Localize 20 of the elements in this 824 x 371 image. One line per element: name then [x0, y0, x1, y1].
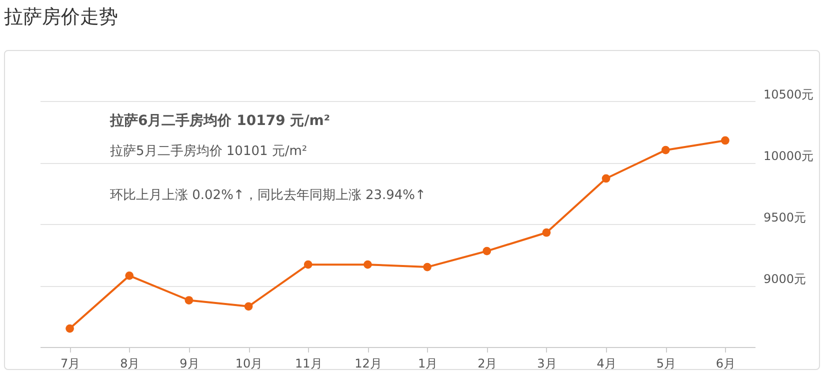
- x-tick-label: 8月: [120, 356, 140, 370]
- x-tick-label: 1月: [418, 356, 438, 370]
- x-tick-label: 9月: [180, 356, 200, 370]
- y-tick-label: 9500元: [764, 210, 806, 224]
- x-tick-label: 10月: [235, 356, 263, 370]
- x-tick-label: 6月: [716, 356, 736, 370]
- y-tick-label: 10000元: [764, 149, 814, 163]
- x-tick-label: 11月: [294, 356, 322, 370]
- x-tick-label: 7月: [60, 356, 80, 370]
- x-tick-label: 4月: [596, 356, 616, 370]
- x-tick-label: 5月: [656, 356, 676, 370]
- y-tick-label: 9000元: [764, 272, 806, 286]
- x-tick-label: 3月: [537, 356, 557, 370]
- annotation: 环比上月上涨 0.02%↑，同比去年同期上涨 23.94%↑: [110, 188, 426, 203]
- x-tick-label: 12月: [354, 356, 382, 370]
- x-tick-label: 2月: [478, 356, 498, 370]
- annotation: 拉萨5月二手房均价 10101 元/m²: [110, 143, 308, 159]
- y-tick-label: 10500元: [764, 88, 814, 102]
- chart-title: 拉萨房价走势: [4, 5, 118, 30]
- annotation: 拉萨6月二手房均价 10179 元/m²: [109, 112, 330, 129]
